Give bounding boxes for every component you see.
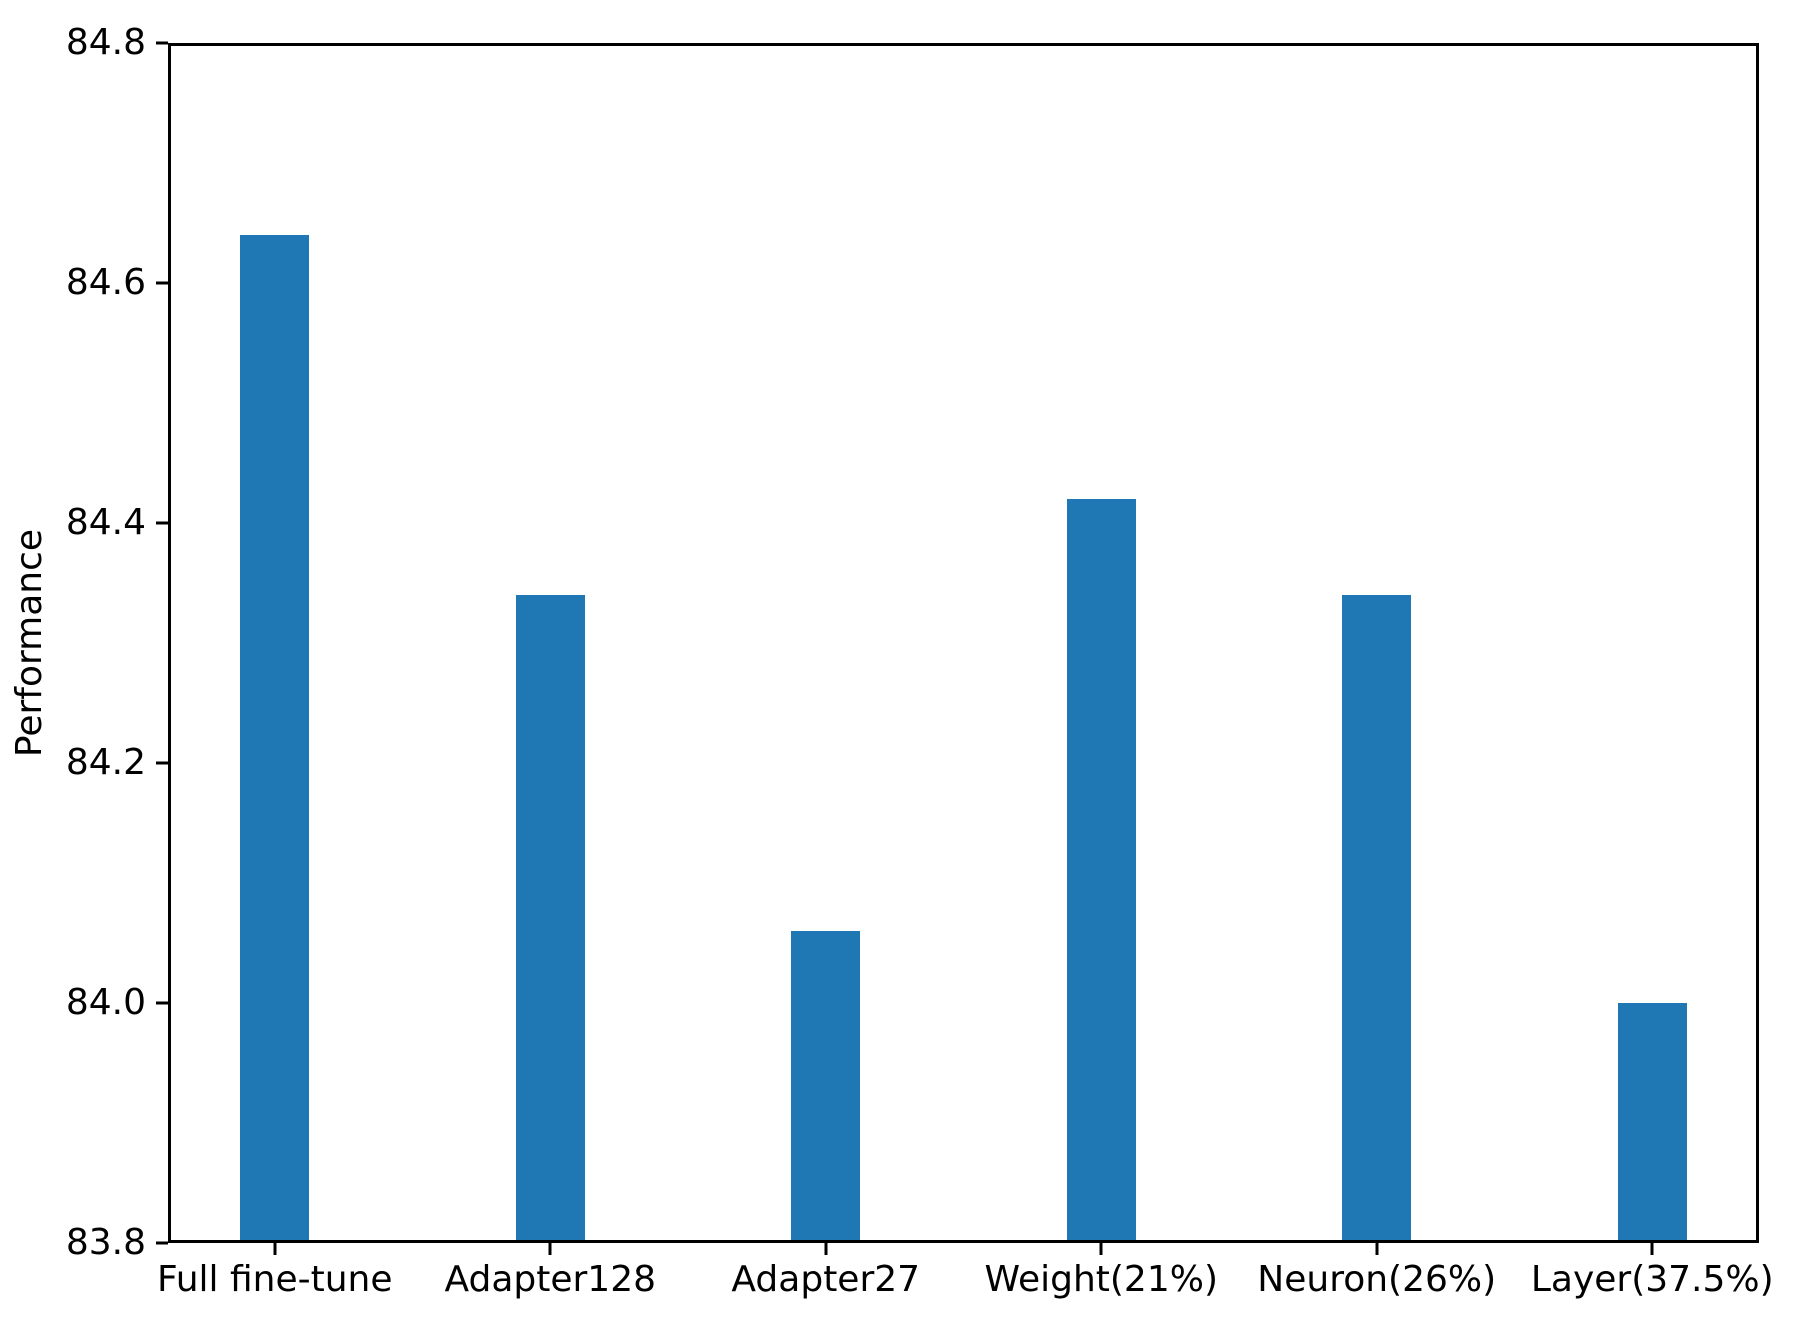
bar-layer-37-5 xyxy=(1617,1003,1687,1240)
y-tick-label: 83.8 xyxy=(65,1222,146,1263)
y-tick-mark xyxy=(156,1001,168,1005)
y-tick-label: 84.4 xyxy=(65,502,146,543)
bar-full-fine-tune xyxy=(240,235,310,1240)
y-tick-label: 84.2 xyxy=(65,742,146,783)
bar-neuron-26 xyxy=(1342,595,1412,1240)
x-tick-mark xyxy=(1375,1243,1379,1255)
x-tick-mark xyxy=(548,1243,552,1255)
x-tick-label: Adapter27 xyxy=(731,1259,921,1300)
y-tick-mark xyxy=(156,521,168,525)
plot-area xyxy=(168,43,1759,1243)
y-tick-mark xyxy=(156,1241,168,1245)
x-tick-mark xyxy=(1650,1243,1654,1255)
x-tick-mark xyxy=(824,1243,828,1255)
x-tick-label: Weight(21%) xyxy=(984,1259,1218,1300)
y-tick-mark xyxy=(156,761,168,765)
bar-adapter27 xyxy=(791,931,861,1240)
y-tick-mark xyxy=(156,41,168,45)
y-axis-label: Performance xyxy=(9,528,50,758)
x-tick-mark xyxy=(273,1243,277,1255)
bar-adapter128 xyxy=(515,595,585,1240)
y-tick-mark xyxy=(156,281,168,285)
x-tick-label: Full fine-tune xyxy=(156,1259,393,1300)
x-tick-mark xyxy=(1099,1243,1103,1255)
y-tick-label: 84.8 xyxy=(65,22,146,63)
x-tick-label: Layer(37.5%) xyxy=(1530,1259,1774,1300)
y-tick-label: 84.6 xyxy=(65,262,146,303)
bar-weight-21 xyxy=(1066,499,1136,1240)
y-tick-label: 84.0 xyxy=(65,982,146,1023)
x-tick-label: Adapter128 xyxy=(444,1259,657,1300)
x-tick-label: Neuron(26%) xyxy=(1257,1259,1497,1300)
